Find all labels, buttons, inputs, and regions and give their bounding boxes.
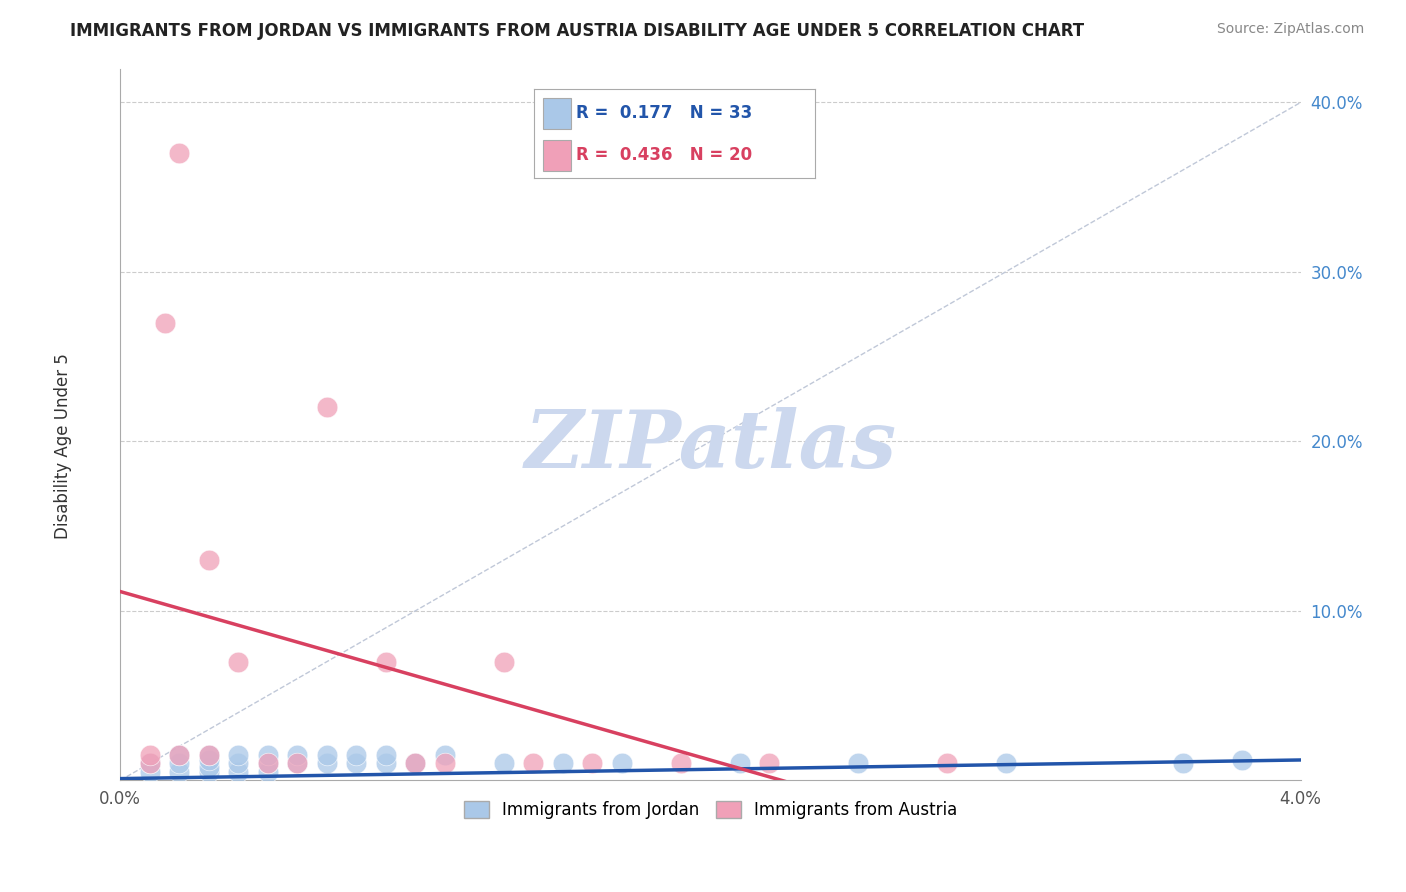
Point (169, 764, 191, 779)
Point (198, 553, 221, 567)
Point (846, 756, 869, 771)
Text: Source: ZipAtlas.com: Source: ZipAtlas.com (1216, 22, 1364, 37)
Point (256, 747, 278, 762)
Point (198, 747, 221, 762)
Point (404, 756, 426, 771)
Point (256, 756, 278, 771)
Point (228, 655, 250, 669)
Point (198, 753, 221, 767)
FancyBboxPatch shape (543, 98, 571, 129)
Legend: Immigrants from Jordan, Immigrants from Austria: Immigrants from Jordan, Immigrants from … (457, 794, 965, 825)
Point (256, 764, 278, 779)
Point (728, 756, 751, 771)
Point (404, 756, 426, 771)
Point (315, 401, 337, 415)
Point (433, 747, 456, 762)
Point (374, 747, 396, 762)
Point (935, 756, 957, 771)
Point (139, 756, 162, 771)
Point (315, 747, 337, 762)
Point (1171, 756, 1194, 771)
Point (256, 756, 278, 771)
Point (522, 756, 544, 771)
Point (228, 764, 250, 779)
Point (139, 756, 162, 771)
Point (169, 756, 191, 771)
Point (994, 756, 1017, 771)
Point (374, 756, 396, 771)
Text: Disability Age Under 5: Disability Age Under 5 (55, 353, 72, 539)
FancyBboxPatch shape (543, 140, 571, 171)
Point (285, 756, 308, 771)
Point (344, 747, 367, 762)
Point (198, 764, 221, 779)
Point (581, 756, 603, 771)
Text: R =  0.177   N = 33: R = 0.177 N = 33 (576, 104, 752, 122)
Point (610, 756, 633, 771)
Point (169, 146, 191, 161)
Point (139, 747, 162, 762)
Point (285, 747, 308, 762)
Point (139, 764, 162, 779)
Point (492, 655, 515, 669)
Text: IMMIGRANTS FROM JORDAN VS IMMIGRANTS FROM AUSTRIA DISABILITY AGE UNDER 5 CORRELA: IMMIGRANTS FROM JORDAN VS IMMIGRANTS FRO… (70, 22, 1084, 40)
Point (228, 756, 250, 771)
Point (492, 756, 515, 771)
Point (153, 316, 176, 330)
Point (374, 655, 396, 669)
Point (285, 756, 308, 771)
Point (198, 760, 221, 774)
Point (169, 747, 191, 762)
Point (1230, 753, 1253, 767)
Point (551, 756, 574, 771)
Point (344, 756, 367, 771)
Point (433, 756, 456, 771)
Point (315, 756, 337, 771)
Point (228, 747, 250, 762)
Point (169, 747, 191, 762)
Point (198, 747, 221, 762)
Text: R =  0.436   N = 20: R = 0.436 N = 20 (576, 146, 752, 164)
Text: ZIPatlas: ZIPatlas (524, 407, 897, 484)
Point (669, 756, 692, 771)
Point (758, 756, 780, 771)
